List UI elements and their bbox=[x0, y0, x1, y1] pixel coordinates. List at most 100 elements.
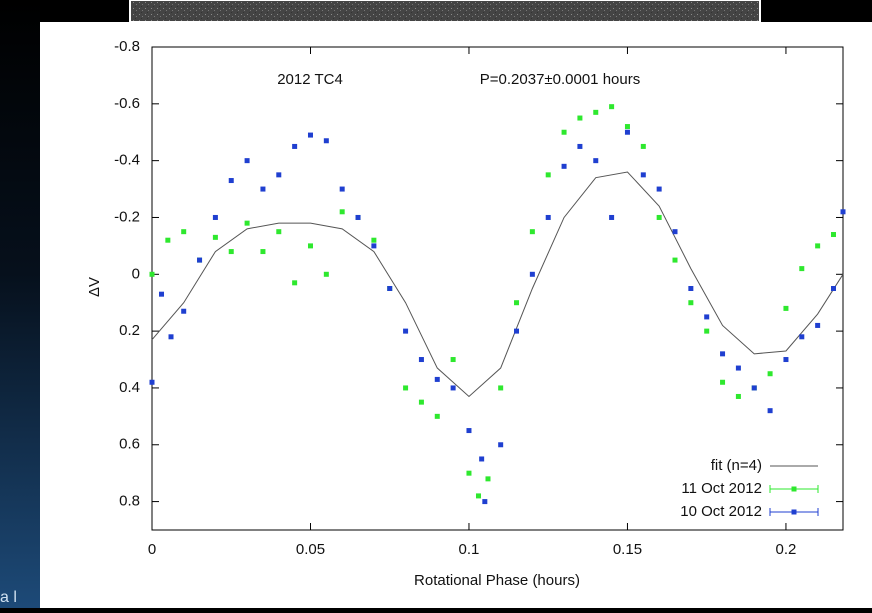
data-point bbox=[783, 305, 789, 311]
data-point bbox=[656, 186, 662, 192]
data-point bbox=[228, 249, 234, 255]
data-point bbox=[735, 393, 741, 399]
data-point bbox=[767, 408, 773, 414]
data-point bbox=[149, 271, 155, 277]
data-point bbox=[403, 385, 409, 391]
data-point bbox=[545, 172, 551, 178]
data-point bbox=[688, 300, 694, 306]
data-point bbox=[292, 143, 298, 149]
data-point bbox=[767, 371, 773, 377]
data-point bbox=[355, 214, 361, 220]
data-point bbox=[514, 328, 520, 334]
annotation: 2012 TC4 bbox=[277, 71, 343, 88]
x-tick-label: 0.15 bbox=[613, 541, 642, 558]
y-tick-label: 0 bbox=[132, 265, 140, 282]
data-point bbox=[244, 158, 250, 164]
legend-label: 10 Oct 2012 bbox=[680, 503, 762, 520]
data-point bbox=[434, 413, 440, 419]
data-point bbox=[840, 209, 846, 215]
y-tick-label: 0.4 bbox=[119, 379, 140, 396]
data-point bbox=[323, 271, 329, 277]
data-point bbox=[624, 124, 630, 130]
data-point bbox=[212, 234, 218, 240]
y-tick-label: -0.6 bbox=[114, 95, 140, 112]
y-tick-label: 0.2 bbox=[119, 322, 140, 339]
data-point bbox=[244, 220, 250, 226]
plot-frame bbox=[151, 46, 844, 531]
data-point bbox=[704, 314, 710, 320]
data-point bbox=[165, 237, 171, 243]
data-point bbox=[197, 257, 203, 263]
data-point bbox=[228, 178, 234, 184]
data-point bbox=[830, 232, 836, 238]
legend-marker bbox=[791, 509, 797, 515]
data-point bbox=[307, 132, 313, 138]
data-point bbox=[159, 291, 165, 297]
data-point bbox=[656, 214, 662, 220]
data-point bbox=[418, 357, 424, 363]
data-point bbox=[751, 385, 757, 391]
data-point bbox=[212, 214, 218, 220]
fit-line bbox=[151, 171, 844, 398]
data-point bbox=[323, 138, 329, 144]
corner-text: a l bbox=[0, 589, 17, 606]
data-point bbox=[672, 257, 678, 263]
data-point bbox=[735, 365, 741, 371]
data-point bbox=[593, 109, 599, 115]
y-axis-label: ΔV bbox=[86, 277, 103, 297]
data-point bbox=[561, 129, 567, 135]
data-point bbox=[371, 237, 377, 243]
data-point bbox=[339, 186, 345, 192]
y-tick-label: 0.6 bbox=[119, 436, 140, 453]
data-point bbox=[624, 129, 630, 135]
legend-marker bbox=[791, 486, 797, 492]
x-tick-label: 0.1 bbox=[459, 541, 480, 558]
data-point bbox=[672, 229, 678, 235]
background bbox=[0, 0, 40, 608]
data-point bbox=[514, 300, 520, 306]
data-point bbox=[498, 385, 504, 391]
data-point bbox=[418, 399, 424, 405]
data-point bbox=[799, 334, 805, 340]
data-point bbox=[529, 271, 535, 277]
chart-panel bbox=[40, 22, 872, 608]
data-point bbox=[485, 476, 491, 482]
data-point bbox=[387, 286, 393, 291]
data-point bbox=[688, 286, 694, 291]
y-tick-label: -0.8 bbox=[114, 38, 140, 55]
data-point bbox=[545, 214, 551, 220]
data-point bbox=[593, 158, 599, 164]
data-point bbox=[482, 499, 488, 505]
data-point bbox=[498, 442, 504, 448]
data-point bbox=[704, 328, 710, 334]
data-point bbox=[609, 104, 615, 110]
y-tick-label: -0.4 bbox=[114, 152, 140, 169]
data-point bbox=[450, 357, 456, 363]
data-point bbox=[181, 229, 187, 235]
legend-label: 11 Oct 2012 bbox=[681, 480, 762, 497]
data-point bbox=[434, 376, 440, 382]
data-point bbox=[815, 243, 821, 249]
annotation: P=0.2037±0.0001 hours bbox=[480, 71, 640, 88]
data-point bbox=[181, 308, 187, 314]
data-point bbox=[307, 243, 313, 249]
x-axis-label: Rotational Phase (hours) bbox=[414, 572, 580, 589]
data-point bbox=[830, 286, 836, 291]
image-strip bbox=[129, 0, 761, 23]
data-point bbox=[276, 229, 282, 235]
x-tick-label: 0.2 bbox=[776, 541, 797, 558]
x-tick-label: 0 bbox=[148, 541, 156, 558]
data-point bbox=[260, 186, 266, 192]
data-point bbox=[260, 249, 266, 255]
data-point bbox=[720, 379, 726, 385]
data-point bbox=[466, 470, 472, 476]
y-tick-label: -0.2 bbox=[114, 208, 140, 225]
x-tick-label: 0.05 bbox=[296, 541, 325, 558]
data-point bbox=[640, 143, 646, 149]
data-point bbox=[720, 351, 726, 357]
y-tick-label: 0.8 bbox=[119, 493, 140, 510]
legend-label: fit (n=4) bbox=[711, 457, 762, 474]
data-point bbox=[168, 334, 174, 340]
data-point bbox=[577, 143, 583, 149]
